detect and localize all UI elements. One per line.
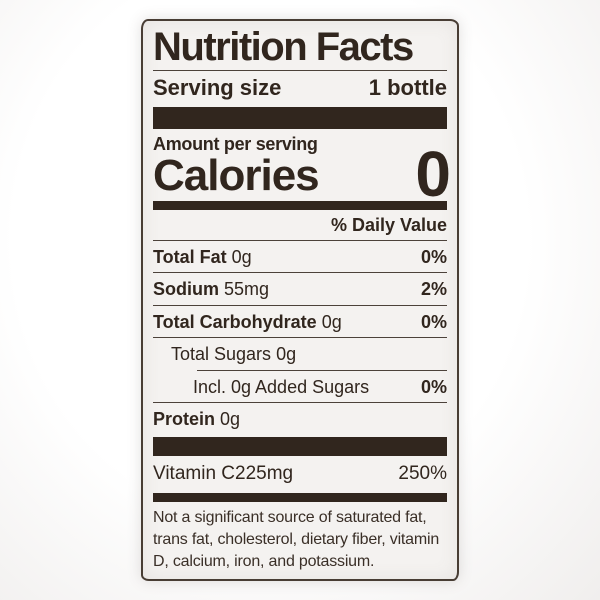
footnote-text: Not a significant source of saturated fa… [153, 508, 440, 570]
nutrient-name: Protein [153, 409, 216, 430]
serving-size-label: Serving size [153, 74, 282, 100]
nutrient-row-total-carbohydrate: Total Carbohydrate 0g 0% [153, 306, 447, 338]
divider [153, 69, 447, 71]
nutrient-row-sodium: Sodium 55mg 2% [153, 273, 447, 305]
divider [153, 239, 447, 241]
nutrient-name: Total Carbohydrate [153, 311, 317, 332]
calories-value: 0 [415, 138, 451, 211]
calories-section: Amount per serving Calories 0 [153, 133, 451, 211]
nutrient-row-protein: Protein 0g [153, 403, 447, 435]
nutrient-row-total-sugars: Total Sugars 0g [153, 338, 447, 370]
nutrient-amount: 0g [321, 311, 342, 332]
calories-label: Calories [153, 150, 320, 200]
nutrient-name: Incl. 0g Added Sugars [193, 376, 370, 397]
serving-size-value: 1 bottle [368, 74, 447, 100]
divider [153, 402, 447, 404]
nutrient-dv: 2% [420, 279, 447, 300]
nutrient-row-added-sugars: Incl. 0g Added Sugars 0% [153, 371, 447, 403]
daily-value-header: % Daily Value [330, 214, 447, 235]
amount-per-serving-label: Amount per serving [153, 133, 318, 154]
divider-indented [197, 369, 447, 371]
nutrient-amount: 0g [276, 344, 297, 365]
thick-separator-bar [153, 106, 447, 129]
nutrient-name: Total Fat [153, 246, 227, 267]
divider [153, 304, 447, 306]
nutrient-name: Sodium [153, 279, 219, 300]
nutrition-facts-label: Nutrition Facts Serving size 1 bottle Am… [141, 19, 459, 581]
nutrient-dv: 0% [420, 311, 447, 332]
vitamin-dv: 250% [398, 462, 447, 484]
label-title: Nutrition Facts [153, 25, 414, 69]
medium-separator-bar [153, 492, 447, 502]
nutrient-name: Total Sugars [171, 344, 272, 365]
nutrient-row-total-fat: Total Fat 0g 0% [153, 241, 447, 273]
medium-separator-bar [153, 200, 447, 210]
nutrient-dv: 0% [420, 246, 447, 267]
nutrient-dv: 0% [420, 376, 447, 397]
vitamin-row-vitamin-c: Vitamin C225mg 250% [153, 456, 447, 491]
nutrient-amount: 0g [220, 409, 241, 430]
vitamin-name: Vitamin C [153, 462, 236, 484]
divider [153, 272, 447, 274]
vitamin-amount: 225mg [235, 462, 294, 484]
nutrient-amount: 0g [231, 246, 252, 267]
serving-size-row: Serving size 1 bottle [153, 71, 447, 106]
nutrient-amount: 55mg [224, 279, 270, 300]
thick-separator-bar [153, 436, 447, 456]
divider [153, 337, 447, 339]
